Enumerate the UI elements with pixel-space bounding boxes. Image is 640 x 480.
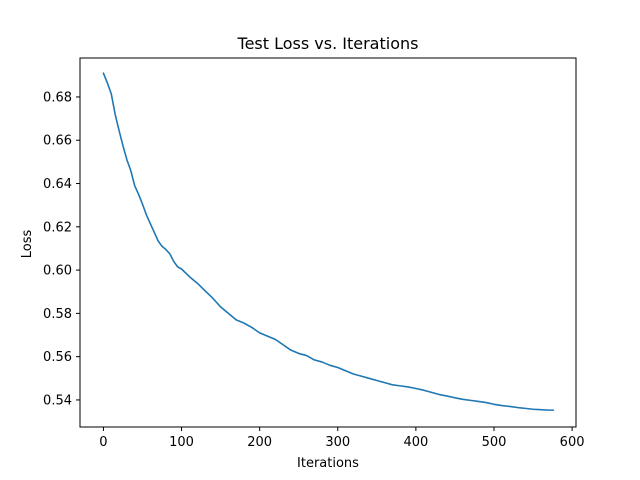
x-tick-label: 500 — [482, 435, 507, 450]
y-axis-label: Loss — [20, 230, 35, 259]
plot-layer — [79, 57, 577, 428]
y-tick-label: 0.62 — [43, 220, 72, 235]
x-tick-label: 600 — [560, 435, 585, 450]
loss-series-line — [102, 72, 555, 411]
plot-frame — [79, 57, 577, 428]
y-tick-label: 0.56 — [43, 350, 72, 365]
tick-layer: 0 100 200 300 400 500 600 0.54 0.56 0.58 0.60 0.62 0… — [43, 90, 584, 450]
x-tick-label: 0 — [99, 435, 107, 450]
chart-title: Test Loss vs. Iterations — [237, 34, 419, 53]
y-tick-label: 0.58 — [43, 307, 72, 322]
y-tick-label: 0.66 — [43, 134, 72, 149]
y-tick-label: 0.64 — [43, 177, 72, 192]
y-tick-label: 0.54 — [43, 393, 72, 408]
x-axis-label: Iterations — [297, 456, 359, 471]
y-tick-label: 0.60 — [43, 264, 72, 279]
x-tick-label: 300 — [325, 435, 350, 450]
x-tick-label: 100 — [169, 435, 194, 450]
y-tick-label: 0.68 — [43, 90, 72, 105]
x-tick-label: 200 — [247, 435, 272, 450]
x-tick-label: 400 — [403, 435, 428, 450]
